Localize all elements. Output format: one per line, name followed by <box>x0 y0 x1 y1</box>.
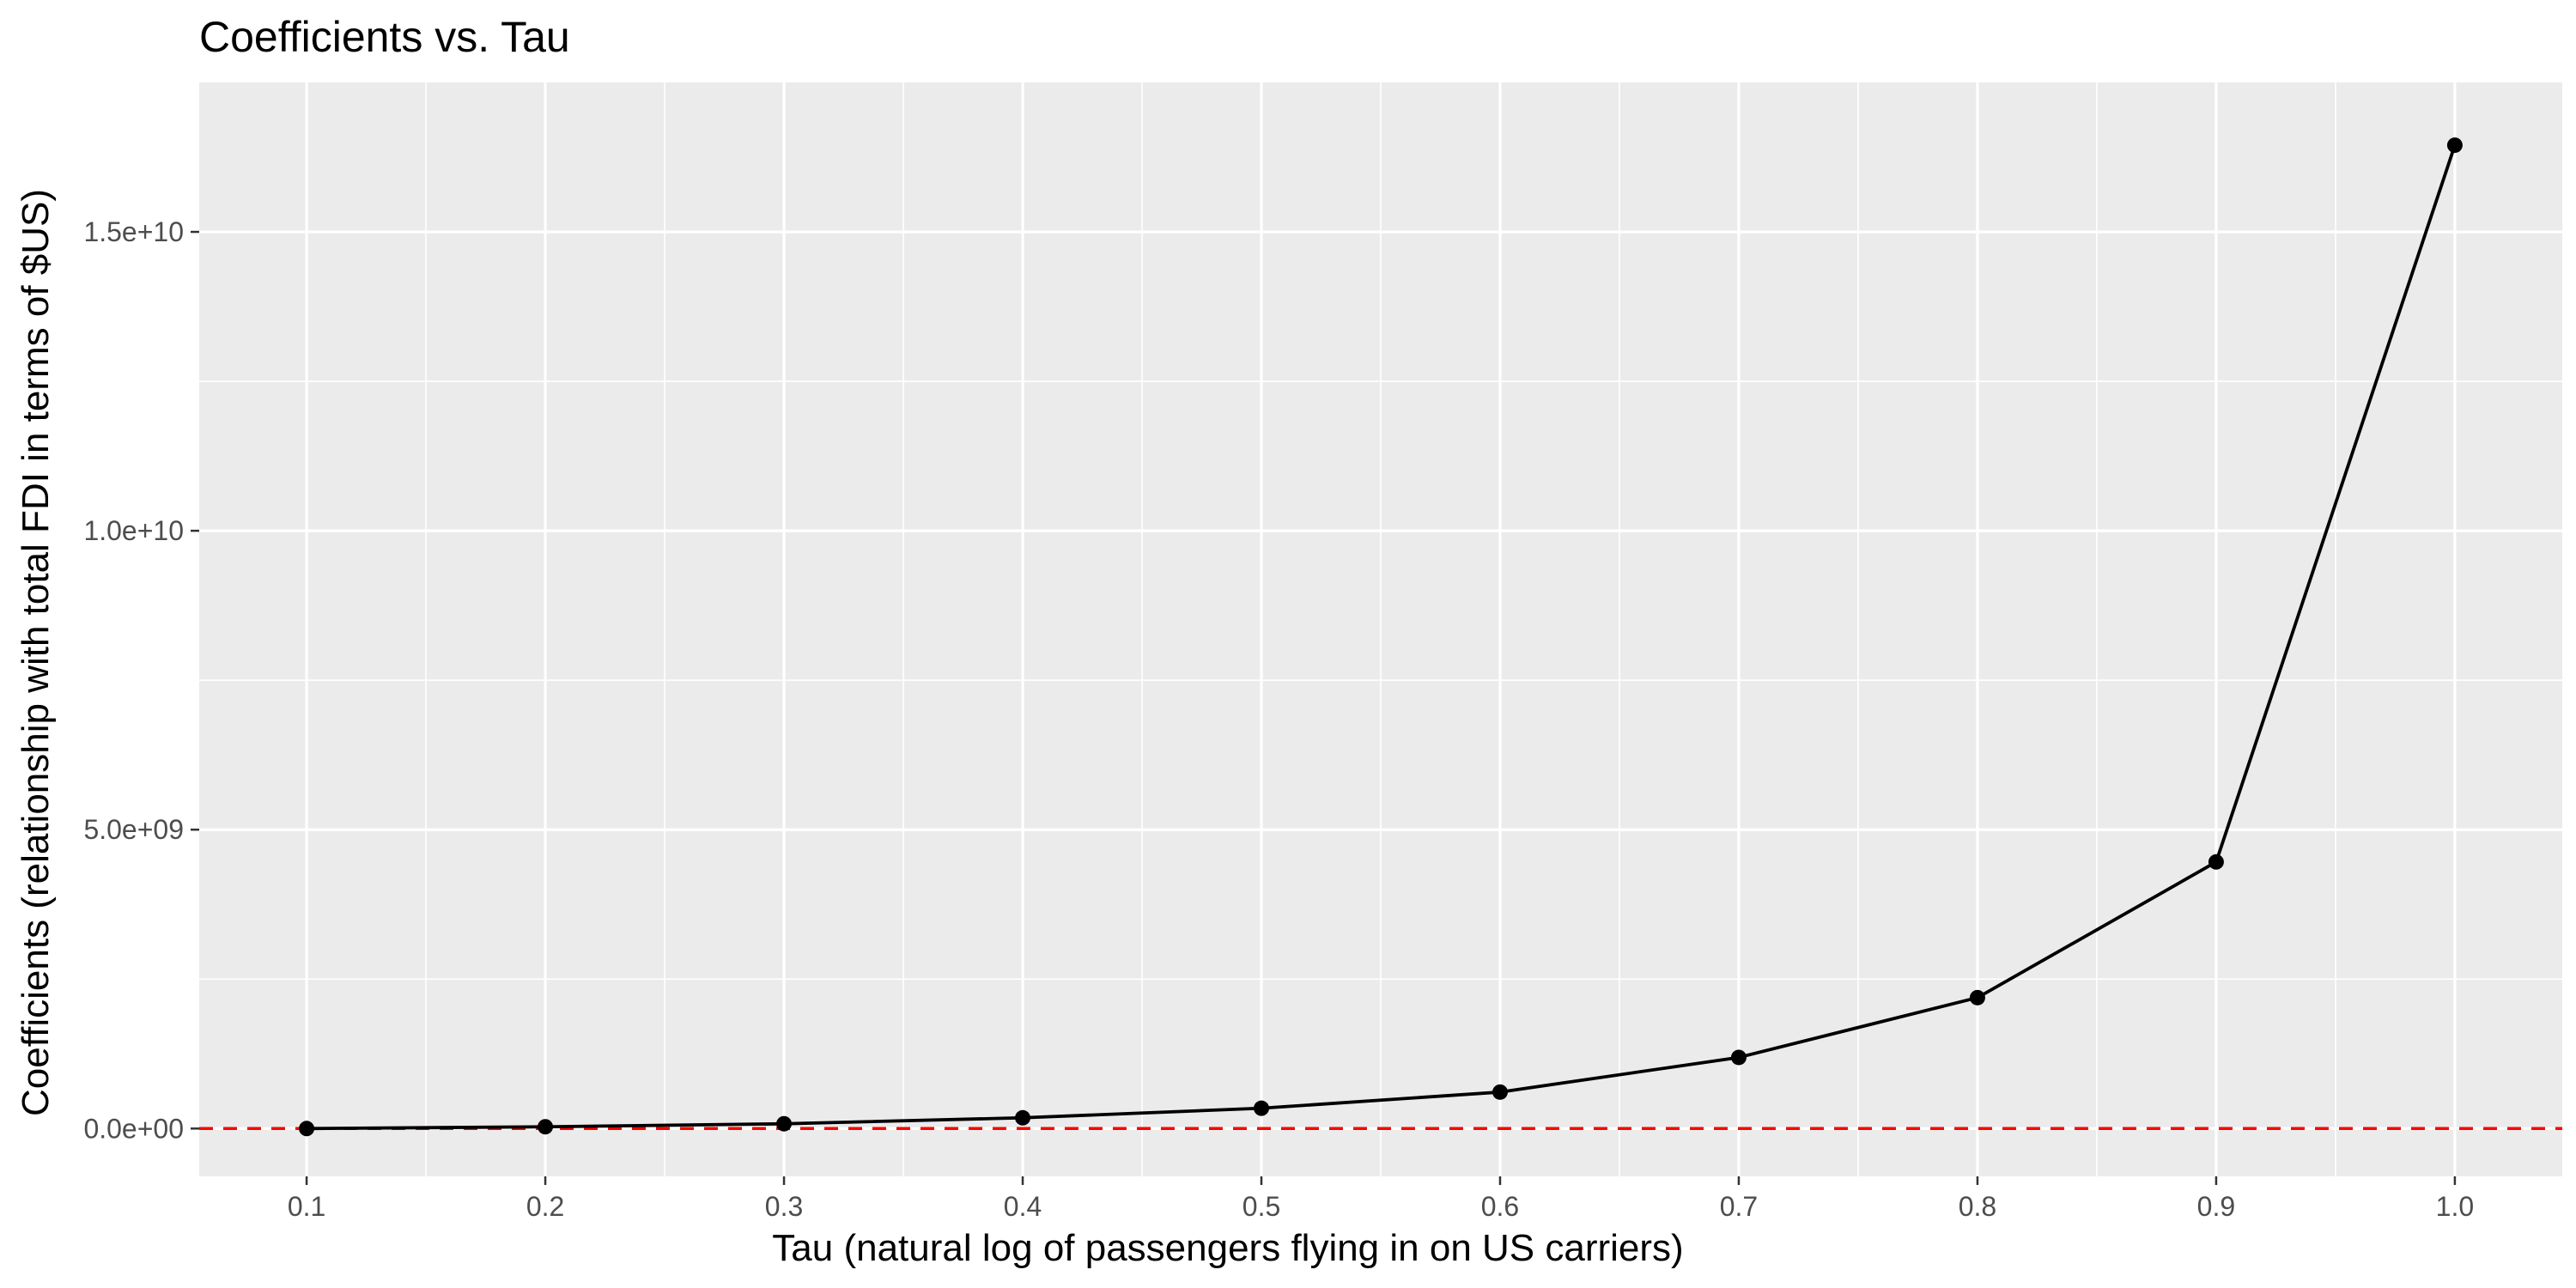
data-point <box>299 1121 315 1137</box>
x-tick-label: 0.9 <box>2197 1191 2235 1222</box>
y-axis-title: Coefficients (relationship with total FD… <box>15 189 57 1116</box>
minor-gridlines <box>199 82 2562 1176</box>
x-axis-title: Tau (natural log of passengers flying in… <box>772 1227 1683 1269</box>
y-tick-label: 0.0e+00 <box>83 1113 184 1144</box>
data-point <box>1730 1049 1747 1066</box>
x-tick-label: 0.8 <box>1959 1191 1996 1222</box>
y-tick-label: 1.0e+10 <box>83 515 184 546</box>
data-point <box>1254 1100 1270 1116</box>
x-tick-label: 0.3 <box>765 1191 803 1222</box>
data-point <box>538 1119 554 1135</box>
data-point <box>776 1115 793 1132</box>
x-tick-label: 0.1 <box>288 1191 325 1222</box>
x-tick-label: 0.6 <box>1481 1191 1519 1222</box>
chart-title: Coefficients vs. Tau <box>199 13 570 61</box>
x-axis-ticks: 0.1 0.2 0.3 0.4 0.5 0.6 0.7 0.8 0.9 1.0 <box>288 1176 2474 1222</box>
x-tick-label: 0.7 <box>1720 1191 1758 1222</box>
series-line <box>307 144 2457 1131</box>
series-layer <box>299 137 2463 1137</box>
data-point <box>1015 1109 1031 1126</box>
y-tick-label: 5.0e+09 <box>83 814 184 845</box>
x-tick-label: 0.5 <box>1242 1191 1280 1222</box>
data-point <box>1492 1084 1508 1100</box>
x-tick-label: 0.2 <box>526 1191 564 1222</box>
y-axis-ticks: 0.0e+00 5.0e+09 1.0e+10 1.5e+10 <box>83 216 199 1144</box>
y-tick-label: 1.5e+10 <box>83 216 184 247</box>
x-tick-label: 1.0 <box>2436 1191 2474 1222</box>
data-point <box>1969 989 1985 1005</box>
x-tick-label: 0.4 <box>1004 1191 1042 1222</box>
data-point <box>2446 137 2463 154</box>
data-point <box>2208 854 2224 870</box>
